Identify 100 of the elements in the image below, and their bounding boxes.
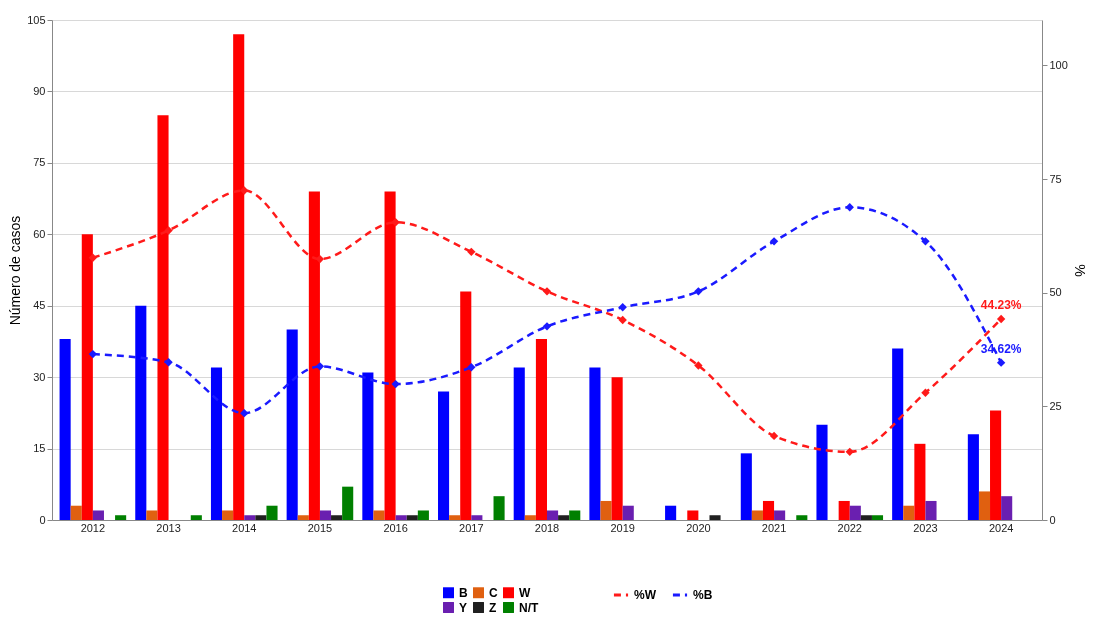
- point: [467, 247, 476, 256]
- bar: [210, 367, 223, 520]
- bar: [524, 515, 536, 520]
- bar: [286, 329, 298, 520]
- x-tick-label: 2012: [80, 521, 106, 534]
- bar: [493, 496, 505, 520]
- bar: [860, 515, 872, 520]
- bar: [925, 500, 937, 520]
- bar: [774, 510, 786, 520]
- point: [542, 322, 552, 331]
- point: [694, 361, 703, 370]
- y2-tick-label: 100: [1049, 58, 1068, 71]
- point: [845, 203, 854, 212]
- point: [996, 358, 1006, 367]
- y-tick-label: 105: [27, 13, 46, 26]
- bar: [903, 505, 915, 520]
- bar: [362, 372, 374, 520]
- point: [769, 237, 779, 246]
- bar: [417, 510, 429, 520]
- bar: [740, 453, 752, 520]
- bar: [796, 515, 808, 520]
- bar: [244, 515, 256, 520]
- x-tick-label: 2017: [459, 521, 484, 534]
- bar: [611, 377, 623, 520]
- bar: [266, 505, 278, 520]
- bar: [990, 410, 1002, 520]
- y-tick-label: 45: [33, 299, 46, 312]
- bar: [92, 510, 104, 520]
- bar: [816, 424, 828, 520]
- x-tick-label: 2018: [534, 521, 560, 534]
- point: [921, 388, 930, 397]
- bar: [222, 510, 234, 520]
- bar: [135, 305, 147, 520]
- bar: [978, 491, 991, 520]
- x-tick-label: 2021: [761, 521, 787, 534]
- bar: [373, 510, 385, 520]
- point: [240, 409, 249, 418]
- bar: [622, 505, 634, 520]
- data-label: 44.23%: [980, 297, 1022, 312]
- y-tick-label: 90: [33, 84, 46, 97]
- bar: [308, 191, 320, 520]
- legend-label: C: [489, 585, 498, 600]
- bar: [751, 510, 763, 520]
- bar: [81, 234, 93, 520]
- bar: [449, 515, 461, 520]
- bar: [513, 367, 525, 520]
- y-axis-title: Número de casos: [7, 215, 24, 326]
- bar: [1001, 496, 1013, 520]
- point: [240, 186, 249, 195]
- legend-label: B: [459, 585, 468, 600]
- point: [315, 362, 325, 371]
- bar: [547, 510, 559, 520]
- legend-label: W: [519, 585, 531, 600]
- bar: [569, 510, 581, 520]
- bar: [146, 510, 158, 520]
- x-tick-label: 2014: [232, 521, 257, 534]
- data-label: 34.62%: [980, 341, 1022, 356]
- bar: [406, 515, 418, 520]
- bar: [384, 191, 396, 520]
- legend-label: Y: [459, 600, 468, 615]
- point: [921, 237, 930, 246]
- point: [618, 303, 627, 312]
- legend-label: Z: [489, 600, 497, 615]
- point: [845, 447, 854, 456]
- x-tick-label: 2016: [383, 521, 408, 534]
- bar: [600, 500, 612, 520]
- bar: [438, 391, 450, 520]
- point: [467, 363, 476, 372]
- y2-axis-title: %: [1071, 264, 1088, 277]
- bar: [157, 115, 169, 520]
- bar: [558, 515, 570, 520]
- bar: [297, 515, 309, 520]
- bar: [687, 510, 699, 520]
- bar: [914, 443, 926, 520]
- point: [542, 287, 552, 296]
- bar: [762, 500, 775, 520]
- bar: [838, 500, 850, 520]
- x-tick-label: 2013: [156, 521, 181, 534]
- bar: [709, 515, 721, 520]
- legend-label: N/T: [519, 600, 539, 615]
- y-tick-label: 75: [33, 156, 46, 169]
- bar: [460, 291, 472, 520]
- bar: [342, 486, 354, 520]
- y-tick-label: 30: [33, 370, 46, 383]
- point: [391, 379, 400, 389]
- legend-label: %B: [693, 588, 713, 602]
- bar: [535, 339, 547, 520]
- x-tick-label: 2023: [913, 521, 938, 534]
- y-tick-label: 60: [33, 227, 46, 240]
- bar: [589, 367, 601, 520]
- point: [88, 253, 98, 262]
- point: [694, 287, 703, 296]
- bar: [395, 515, 407, 520]
- point: [996, 314, 1006, 324]
- point: [769, 431, 779, 441]
- y2-tick-label: 75: [1049, 172, 1062, 185]
- bar: [59, 339, 71, 520]
- bar: [871, 515, 884, 520]
- bar: [892, 348, 904, 520]
- legend-label: %W: [634, 588, 657, 602]
